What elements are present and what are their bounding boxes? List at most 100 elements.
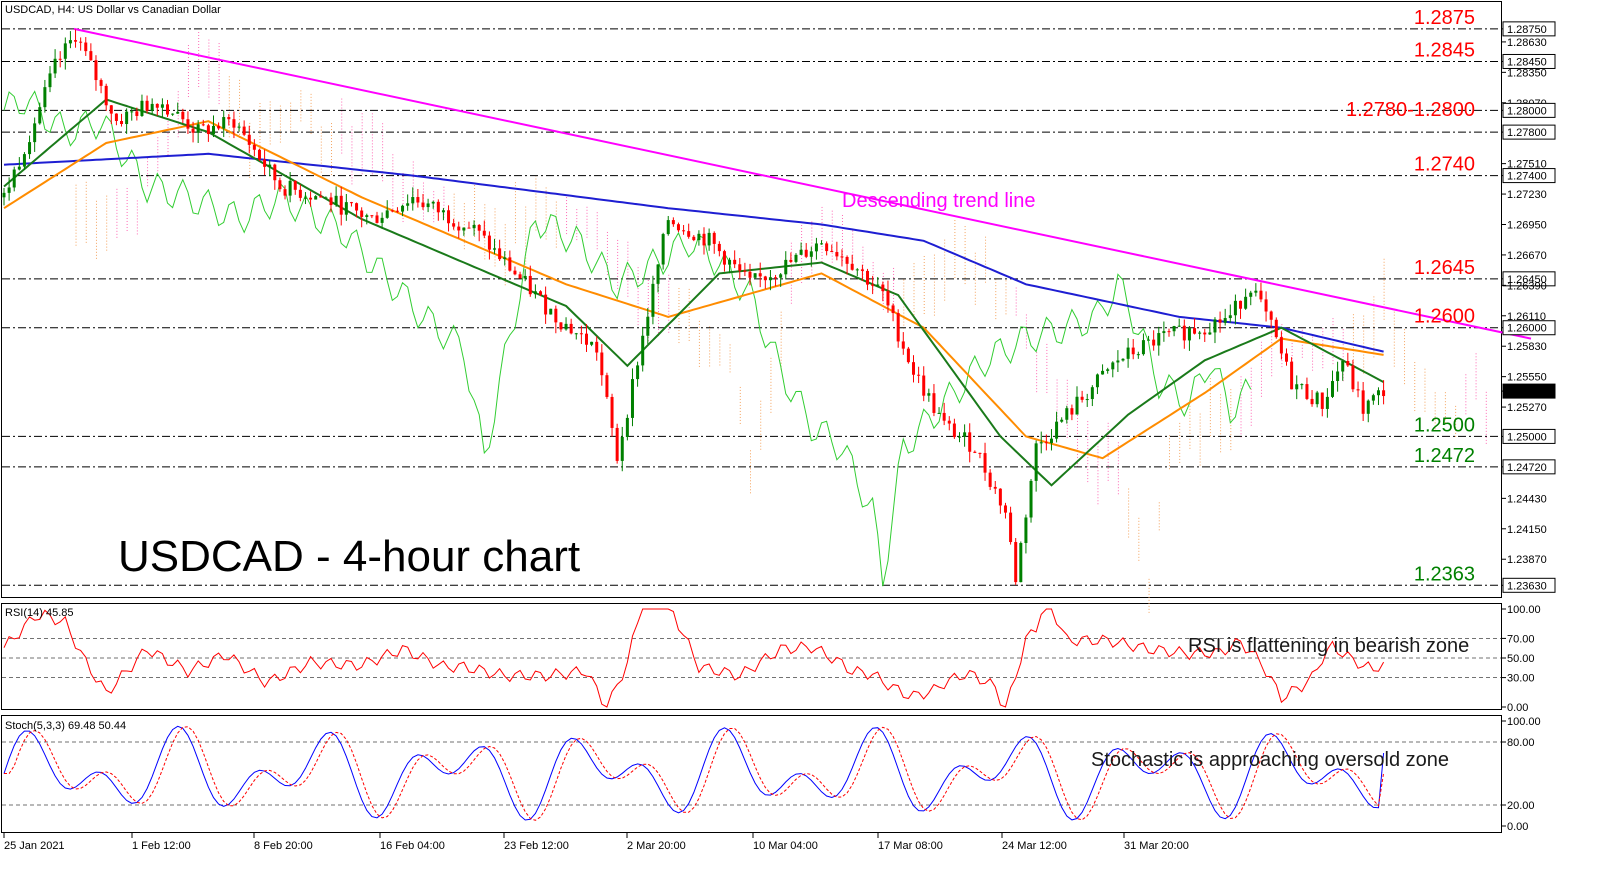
cloud-dot [1036, 385, 1038, 387]
cloud-dot [668, 304, 670, 306]
cloud-dot [126, 211, 128, 213]
cloud-dot [198, 71, 200, 73]
cloud-dot [147, 185, 149, 187]
cloud-dot [341, 119, 343, 121]
time-tick-label: 24 Mar 12:00 [1002, 840, 1067, 852]
cloud-dot [361, 143, 363, 145]
candle-body [891, 305, 895, 314]
cloud-dot [1107, 479, 1109, 481]
cloud-dot [1168, 444, 1170, 446]
cloud-dot [1209, 393, 1211, 395]
cloud-dot [1301, 353, 1303, 355]
cloud-dot [1352, 347, 1354, 349]
candle-body [186, 119, 190, 129]
candle-body [222, 117, 226, 129]
cloud-dot [872, 274, 874, 276]
cloud-dot [167, 133, 169, 135]
cloud-dot [1066, 430, 1068, 432]
cloud-dot [1383, 267, 1385, 269]
cloud-dot [331, 162, 333, 164]
cloud-dot [678, 321, 680, 323]
cloud-dot [801, 234, 803, 236]
cloud-dot [627, 268, 629, 270]
cloud-dot [627, 271, 629, 273]
cloud-dot [1117, 475, 1119, 477]
cloud-dot [1138, 553, 1140, 555]
cloud-dot [944, 281, 946, 283]
cloud-dot [882, 308, 884, 310]
cloud-dot [913, 272, 915, 274]
cloud-dot [75, 238, 77, 240]
cloud-dot [617, 287, 619, 289]
cloud-dot [106, 225, 108, 227]
candle-body [53, 58, 57, 74]
candle-body [1325, 396, 1329, 409]
cloud-dot [484, 243, 486, 245]
cloud-dot [964, 238, 966, 240]
cloud-dot [1056, 391, 1058, 393]
cloud-dot [811, 245, 813, 247]
cloud-dot [974, 282, 976, 284]
cloud-dot [1097, 500, 1099, 502]
cloud-dot [106, 249, 108, 251]
cloud-dot [1066, 391, 1068, 393]
cloud-dot [1271, 363, 1273, 365]
cloud-dot [1352, 359, 1354, 361]
candle-body [1198, 332, 1202, 334]
cloud-dot [1240, 430, 1242, 432]
candle-body [1279, 337, 1283, 354]
candle-body [339, 195, 343, 215]
cloud-dot [913, 296, 915, 298]
cloud-dot [1046, 376, 1048, 378]
cloud-dot [116, 212, 118, 214]
cloud-dot [320, 162, 322, 164]
cloud-dot [1312, 348, 1314, 350]
cloud-dot [576, 224, 578, 226]
cloud-dot [1158, 523, 1160, 525]
cloud-dot [1148, 611, 1150, 613]
cloud-dot [1179, 425, 1181, 427]
candle-body [539, 291, 543, 295]
price-box [1502, 577, 1556, 593]
candle-body [1330, 381, 1334, 397]
cloud-dot [279, 126, 281, 128]
cloud-dot [903, 291, 905, 293]
cloud-dot [1414, 392, 1416, 394]
cloud-dot [75, 229, 77, 231]
candle-body [1172, 326, 1176, 332]
cloud-dot [1271, 339, 1273, 341]
cloud-dot [586, 230, 588, 232]
time-tick-label: 2 Mar 20:00 [627, 840, 686, 852]
cloud-dot [852, 239, 854, 241]
cloud-dot [177, 130, 179, 132]
cloud-dot [698, 353, 700, 355]
cloud-dot [596, 248, 598, 250]
cloud-dot [279, 141, 281, 143]
cloud-dot [882, 302, 884, 304]
cloud-dot [136, 230, 138, 232]
cloud-dot [514, 239, 516, 241]
cloud-dot [903, 294, 905, 296]
cloud-dot [903, 318, 905, 320]
cloud-dot [279, 114, 281, 116]
cloud-dot [1240, 424, 1242, 426]
candle-body [784, 259, 788, 275]
cloud-dot [85, 187, 87, 189]
rsi-tick-label: 70.00 [1507, 633, 1535, 645]
candle-body [84, 42, 88, 52]
cloud-dot [1046, 361, 1048, 363]
cloud-dot [106, 201, 108, 203]
cloud-dot [923, 295, 925, 297]
candle-body [917, 374, 921, 376]
cloud-dot [821, 215, 823, 217]
cloud-dot [1138, 535, 1140, 537]
candle-body [48, 73, 52, 88]
cloud-dot [709, 344, 711, 346]
cloud-dot [1485, 427, 1487, 429]
cloud-dot [494, 226, 496, 228]
cloud-dot [218, 79, 220, 81]
cloud-dot [494, 232, 496, 234]
cloud-dot [739, 416, 741, 418]
cloud-dot [228, 76, 230, 78]
